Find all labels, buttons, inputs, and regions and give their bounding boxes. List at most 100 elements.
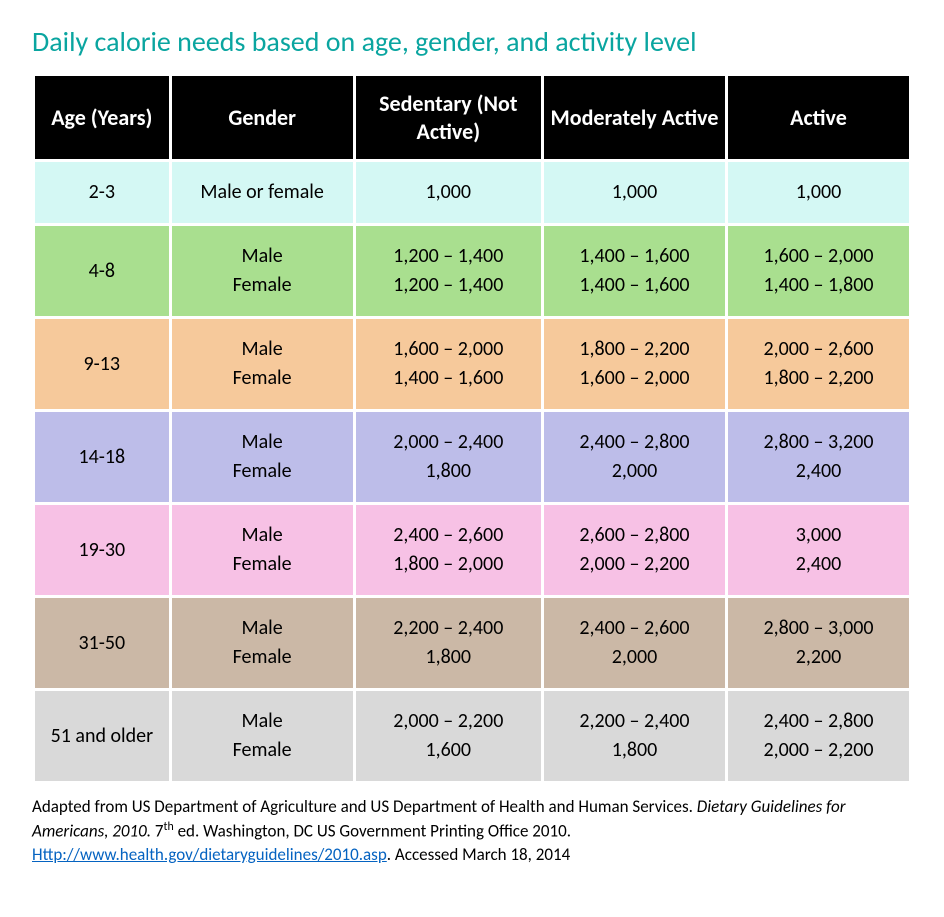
active-cell: 3,0002,400: [728, 505, 909, 595]
cell-line: 2,000 – 2,200: [362, 707, 535, 736]
moderate-cell: 2,600 – 2,8002,000 – 2,200: [544, 505, 725, 595]
cell-line: Male or female: [178, 178, 347, 207]
cell-line: Male: [178, 614, 347, 643]
gender-cell: Male or female: [172, 162, 353, 223]
cell-line: 1,600 – 2,000: [734, 242, 903, 271]
cell-line: Male: [178, 335, 347, 364]
cell-line: Male: [178, 707, 347, 736]
footnote-pre: Adapted from US Department of Agricultur…: [32, 796, 697, 817]
age-cell: 9-13: [35, 319, 169, 409]
cell-line: 2,000 – 2,400: [362, 428, 535, 457]
cell-line: 1,800: [550, 736, 719, 765]
table-row: 19-30MaleFemale2,400 – 2,6001,800 – 2,00…: [35, 505, 909, 595]
age-cell: 31-50: [35, 598, 169, 688]
cell-line: Male: [178, 242, 347, 271]
cell-line: 2,400: [734, 550, 903, 579]
age-cell: 14-18: [35, 412, 169, 502]
col-header-4: Active: [728, 76, 909, 159]
cell-line: 1,600 – 2,000: [362, 335, 535, 364]
gender-cell: MaleFemale: [172, 505, 353, 595]
cell-line: 1,800 – 2,000: [362, 550, 535, 579]
gender-cell: MaleFemale: [172, 319, 353, 409]
cell-line: 2,000: [550, 457, 719, 486]
cell-line: 2,400 – 2,600: [362, 521, 535, 550]
cell-line: 2,400: [734, 457, 903, 486]
cell-line: 2,000 – 2,200: [550, 550, 719, 579]
cell-line: 1,400 – 1,600: [550, 271, 719, 300]
cell-line: 1,400 – 1,600: [362, 364, 535, 393]
moderate-cell: 1,400 – 1,6001,400 – 1,600: [544, 226, 725, 316]
col-header-3: Moderately Active: [544, 76, 725, 159]
cell-line: 2,800 – 3,200: [734, 428, 903, 457]
sedentary-cell: 1,000: [356, 162, 541, 223]
gender-cell: MaleFemale: [172, 412, 353, 502]
table-row: 51 and olderMaleFemale2,000 – 2,2001,600…: [35, 691, 909, 781]
cell-line: 1,000: [362, 178, 535, 207]
table-row: 2-3 Male or female 1,000 1,000 1,000: [35, 162, 909, 223]
gender-cell: MaleFemale: [172, 691, 353, 781]
moderate-cell: 2,200 – 2,4001,800: [544, 691, 725, 781]
cell-line: 1,200 – 1,400: [362, 271, 535, 300]
cell-line: 1,600: [362, 736, 535, 765]
cell-line: 1,000: [550, 178, 719, 207]
table-row: 4-8MaleFemale1,200 – 1,4001,200 – 1,4001…: [35, 226, 909, 316]
cell-line: 2,000 – 2,600: [734, 335, 903, 364]
cell-line: Female: [178, 550, 347, 579]
footnote: Adapted from US Department of Agricultur…: [32, 796, 912, 866]
footnote-tail: . Accessed March 18, 2014: [387, 844, 570, 865]
cell-line: 1,800: [362, 457, 535, 486]
col-header-0: Age (Years): [35, 76, 169, 159]
cell-line: 2,400 – 2,600: [550, 614, 719, 643]
gender-cell: MaleFemale: [172, 226, 353, 316]
sedentary-cell: 2,000 – 2,4001,800: [356, 412, 541, 502]
cell-line: Male: [178, 521, 347, 550]
table-body: 2-3Male or female1,0001,0001,0004-8MaleF…: [35, 162, 909, 781]
active-cell: 2,800 – 3,2002,400: [728, 412, 909, 502]
cell-line: 2,200: [734, 643, 903, 672]
sedentary-cell: 1,600 – 2,0001,400 – 1,600: [356, 319, 541, 409]
footnote-sup: th: [164, 820, 174, 834]
sedentary-cell: 2,000 – 2,2001,600: [356, 691, 541, 781]
cell-line: 2,600 – 2,800: [550, 521, 719, 550]
calorie-table: Age (Years)GenderSedentary (Not Active)M…: [32, 73, 912, 784]
header-row: Age (Years)GenderSedentary (Not Active)M…: [35, 76, 909, 159]
sedentary-cell: 2,400 – 2,6001,800 – 2,000: [356, 505, 541, 595]
moderate-cell: 2,400 – 2,8002,000: [544, 412, 725, 502]
table-row: 31-50MaleFemale2,200 – 2,4001,8002,400 –…: [35, 598, 909, 688]
cell-line: 2,400 – 2,800: [734, 707, 903, 736]
cell-line: 2,800 – 3,000: [734, 614, 903, 643]
active-cell: 2,000 – 2,6001,800 – 2,200: [728, 319, 909, 409]
moderate-cell: 1,000: [544, 162, 725, 223]
cell-line: 1,800: [362, 643, 535, 672]
cell-line: 1,800 – 2,200: [734, 364, 903, 393]
cell-line: 2,200 – 2,400: [362, 614, 535, 643]
col-header-1: Gender: [172, 76, 353, 159]
active-cell: 1,600 – 2,0001,400 – 1,800: [728, 226, 909, 316]
table-row: 14-18MaleFemale2,000 – 2,4001,8002,400 –…: [35, 412, 909, 502]
footnote-post-sup: ed. Washington, DC US Government Printin…: [174, 821, 571, 842]
cell-line: 1,400 – 1,600: [550, 242, 719, 271]
cell-line: Female: [178, 364, 347, 393]
table-row: 9-13MaleFemale1,600 – 2,0001,400 – 1,600…: [35, 319, 909, 409]
cell-line: 1,200 – 1,400: [362, 242, 535, 271]
age-cell: 4-8: [35, 226, 169, 316]
active-cell: 2,800 – 3,0002,200: [728, 598, 909, 688]
footnote-link[interactable]: Http://www.health.gov/dietaryguidelines/…: [32, 844, 387, 865]
age-cell: 2-3: [35, 162, 169, 223]
sedentary-cell: 1,200 – 1,4001,200 – 1,400: [356, 226, 541, 316]
cell-line: 2,000: [550, 643, 719, 672]
cell-line: Female: [178, 643, 347, 672]
active-cell: 1,000: [728, 162, 909, 223]
cell-line: 1,000: [734, 178, 903, 207]
cell-line: Female: [178, 271, 347, 300]
cell-line: Male: [178, 428, 347, 457]
cell-line: 2,200 – 2,400: [550, 707, 719, 736]
cell-line: 2,400 – 2,800: [550, 428, 719, 457]
col-header-2: Sedentary (Not Active): [356, 76, 541, 159]
cell-line: Female: [178, 457, 347, 486]
cell-line: 2,000 – 2,200: [734, 736, 903, 765]
cell-line: 3,000: [734, 521, 903, 550]
gender-cell: MaleFemale: [172, 598, 353, 688]
cell-line: 1,600 – 2,000: [550, 364, 719, 393]
cell-line: Female: [178, 736, 347, 765]
